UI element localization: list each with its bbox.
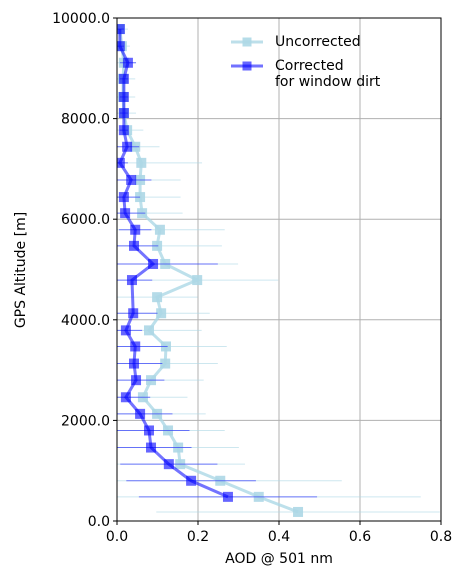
marker [154,224,165,235]
marker [120,208,131,219]
plot-frame [116,17,442,522]
marker [129,358,140,369]
x-tick-label: 0.8 [430,529,452,545]
marker [122,141,133,152]
marker [163,459,174,470]
marker [130,341,141,352]
x-tick-label: 0.4 [268,529,290,545]
x-axis-label: AOD @ 501 nm [225,551,333,567]
marker [120,392,131,403]
marker [136,157,147,168]
marker [156,308,167,319]
marker [118,73,129,84]
marker [117,24,125,35]
marker [146,442,157,453]
y-axis-label: GPS Altitude [m] [13,212,29,328]
marker [152,292,163,303]
y-tick-label: 0.0 [88,514,110,530]
x-tick-label: 0.2 [187,529,209,545]
y-tick-label: 4000.0 [61,313,110,329]
marker [118,91,129,102]
marker [128,308,139,319]
x-tick-label: 0.0 [106,529,128,545]
marker [293,506,304,517]
marker [222,491,233,502]
legend-label: Corrected for window dirt [275,58,381,90]
legend-label: Uncorrected [275,34,361,50]
marker [148,258,159,269]
marker [143,425,154,436]
marker [130,224,141,235]
legend-marker [242,61,252,71]
series-line [118,29,229,499]
marker [192,275,203,286]
marker [131,375,142,386]
marker [118,192,129,203]
marker [118,108,129,119]
y-tick-label: 2000.0 [61,413,110,429]
y-tick-label: 6000.0 [61,212,110,228]
marker [126,275,137,286]
marker [129,240,140,251]
marker [126,174,137,185]
marker [118,125,129,136]
marker [186,475,197,486]
marker [135,408,146,419]
y-tick-label: 8000.0 [61,112,110,128]
marker [120,325,131,336]
marker [117,157,125,168]
marker [122,57,133,68]
legend-marker [242,37,252,47]
x-tick-label: 0.6 [349,529,371,545]
marker [143,325,154,336]
marker [117,41,125,52]
y-tick-label: 10000.0 [52,11,110,27]
plot-area [117,24,440,517]
